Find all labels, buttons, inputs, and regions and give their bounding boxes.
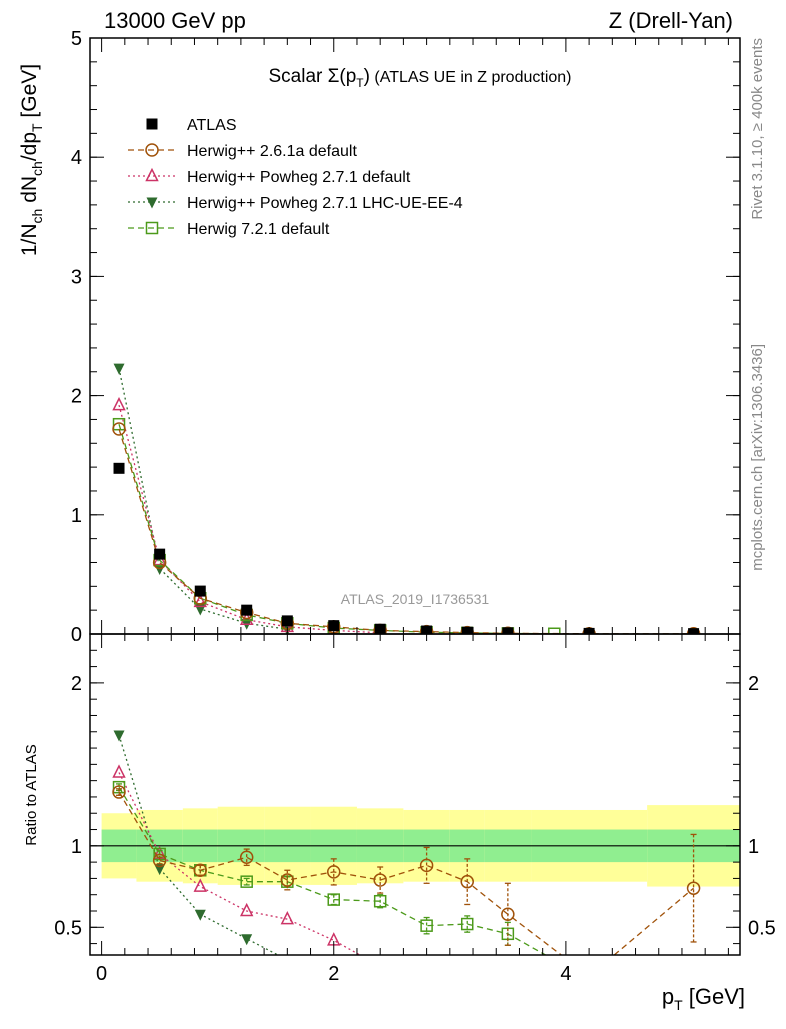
- series-powheg_lhc-ratio: [113, 730, 280, 955]
- ratio-point-powheg_default: [112, 764, 126, 778]
- ratio-point-herwig261: [686, 881, 701, 895]
- data-point-herwig261: [112, 422, 126, 436]
- legend-label-herwig261: Herwig++ 2.6.1a default: [187, 143, 357, 160]
- ratio-point-herwig721: [420, 919, 433, 932]
- legend-marker-herwig721: [145, 221, 159, 235]
- data-point-atlas: [688, 628, 700, 634]
- ratio-point-herwig261: [280, 873, 295, 887]
- y-tick-label: 1: [71, 505, 82, 527]
- data-point-atlas: [241, 604, 253, 616]
- ratio-line-herwig261: [118, 791, 694, 955]
- ratio-y-tick-label: 0.5: [54, 917, 82, 939]
- ratio-point-herwig721: [373, 894, 387, 908]
- ratio-line-herwig721: [118, 786, 547, 955]
- main-panel: 0 1 2 3 4 5: [71, 28, 741, 646]
- legend-label-powheg_lhc: Herwig++ Powheg 2.7.1 LHC-UE-EE-4: [187, 195, 463, 212]
- ratio-y-tick-label: 2: [71, 673, 82, 695]
- x-tick-label: 2: [328, 963, 339, 985]
- ratio-point-herwig721: [327, 893, 340, 906]
- y-axis-label-ratio: Ratio to ATLAS: [23, 744, 40, 845]
- ratio-point-herwig261: [373, 873, 387, 887]
- ratio-y-tick-label-right: 1: [748, 836, 759, 858]
- x-tick-label: 0: [96, 963, 107, 985]
- rivet-label: Rivet 3.1.10, ≥ 400k events: [749, 38, 766, 220]
- y-label-sub-c: T: [29, 123, 45, 132]
- y-tick-label: 3: [71, 266, 82, 288]
- data-point-powheg_lhc: [113, 363, 125, 375]
- title-sub: T: [356, 76, 364, 90]
- data-point-powheg_default: [112, 396, 126, 411]
- ratio-point-powheg_lhc: [113, 730, 125, 742]
- ratio-point-powheg_default: [239, 902, 254, 917]
- header-process: Z (Drell-Yan): [609, 8, 733, 33]
- legend-label-atlas: ATLAS: [187, 117, 237, 134]
- y-label-part-c: /dp: [18, 132, 41, 161]
- data-point-atlas: [154, 548, 166, 560]
- ratio-point-powheg_lhc: [154, 864, 166, 876]
- y-tick-label: 0: [71, 624, 82, 646]
- title-sigma: Σ(p: [328, 66, 357, 87]
- x-axis-label: pT [GeV]: [662, 984, 745, 1013]
- data-point-atlas: [502, 627, 514, 634]
- x-label-part-b: [GeV]: [683, 984, 745, 1009]
- ratio-point-herwig261: [501, 907, 515, 922]
- ratio-point-herwig261: [112, 785, 126, 799]
- ratio-point-herwig261: [152, 853, 167, 868]
- ratio-frame: [89, 633, 741, 956]
- data-point-powheg_lhc: [154, 563, 166, 575]
- ratio-point-herwig261: [419, 858, 434, 873]
- ratio-y-tick-label-right: 2: [748, 673, 759, 695]
- series-herwig721-main: [112, 417, 561, 634]
- mcplots-label: mcplots.cern.ch [arXiv:1306.3436]: [749, 344, 766, 571]
- data-point-atlas: [194, 585, 206, 597]
- analysis-watermark: ATLAS_2019_I1736531: [341, 591, 490, 607]
- legend-label-powheg_default: Herwig++ Powheg 2.7.1 default: [187, 169, 411, 186]
- y-tick-label: 5: [71, 28, 82, 50]
- ratio-point-powheg_default: [193, 878, 207, 892]
- header-collision: 13000 GeV pp: [104, 8, 246, 33]
- data-point-powheg_lhc: [194, 604, 206, 616]
- data-point-atlas: [461, 626, 473, 634]
- x-label-sub: T: [674, 997, 683, 1013]
- y-label-sub-a: ch: [29, 209, 45, 224]
- ratio-panel: 0.5 0.5 1 1 2 2 0 2 4: [54, 633, 776, 985]
- legend-marker-powheg_default: [145, 167, 159, 182]
- legend-label-herwig721: Herwig 7.2.1 default: [187, 221, 330, 238]
- legend-marker-herwig261: [145, 143, 159, 157]
- legend-marker-atlas: [146, 118, 158, 130]
- y-axis-label-main: 1/Nch dNch/dpT [GeV]: [18, 64, 45, 256]
- ratio-point-powheg_lhc: [194, 909, 206, 921]
- x-label-part-a: p: [662, 984, 674, 1009]
- y-label-part-d: [GeV]: [18, 64, 41, 124]
- ratio-point-powheg_lhc: [241, 934, 253, 946]
- ratio-point-herwig261: [239, 850, 254, 864]
- ratio-y-tick-label: 1: [71, 836, 82, 858]
- legend: ATLAS Herwig++ 2.6.1a default Herwig++ Pow…: [128, 117, 463, 238]
- data-point-atlas: [113, 462, 125, 474]
- y-tick-label: 2: [71, 386, 82, 408]
- title-suffix: (ATLAS UE in Z production): [370, 69, 572, 86]
- legend-marker-powheg_lhc: [146, 197, 158, 209]
- y-label-sub-b: ch: [29, 161, 45, 176]
- plot-title: Scalar Σ(pT) (ATLAS UE in Z production): [268, 66, 571, 90]
- title-prefix: Scalar: [268, 66, 327, 87]
- data-point-powheg_default: [193, 593, 207, 608]
- ratio-point-herwig261: [327, 865, 341, 879]
- ratio-point-herwig721: [460, 917, 474, 931]
- ratio-point-herwig261: [460, 874, 474, 889]
- ratio-point-powheg_default: [280, 910, 295, 925]
- ratio-point-herwig721: [240, 875, 253, 888]
- y-label-part-b: dN: [18, 176, 41, 209]
- y-tick-label: 4: [71, 147, 82, 169]
- ratio-point-herwig261: [193, 863, 208, 878]
- ratio-y-tick-label-right: 0.5: [748, 917, 776, 939]
- title-close: ): [364, 66, 370, 87]
- series-herwig261-ratio: [112, 785, 701, 955]
- data-point-atlas: [281, 615, 293, 627]
- y-label-part-a: 1/N: [18, 223, 41, 256]
- x-tick-label: 4: [560, 963, 571, 985]
